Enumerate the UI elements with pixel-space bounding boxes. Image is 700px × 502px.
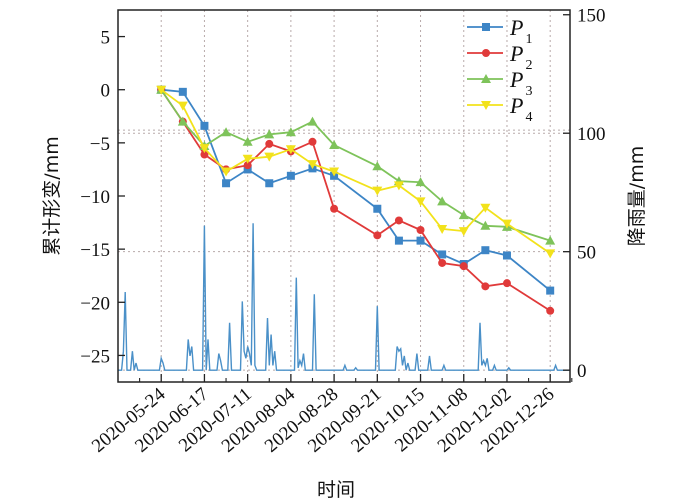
- series-P2: [157, 85, 555, 315]
- marker-square: [178, 87, 187, 96]
- marker-square: [482, 23, 490, 31]
- y-tick-label: −20: [80, 293, 110, 314]
- y-tick-label: −25: [80, 346, 110, 367]
- marker-square: [394, 236, 403, 245]
- marker-circle: [459, 262, 468, 271]
- legend-subscript: 2: [525, 58, 532, 73]
- y-tick-label: −15: [80, 240, 110, 261]
- marker-triangle-up: [481, 74, 491, 83]
- marker-triangle-down: [156, 85, 167, 95]
- y2-tick-label: 150: [577, 6, 606, 27]
- legend: P 1P 2P 3P 4: [467, 15, 532, 125]
- marker-triangle-down: [221, 167, 232, 177]
- marker-triangle-down: [307, 160, 318, 170]
- marker-triangle-down: [480, 203, 491, 213]
- marker-circle: [546, 306, 555, 315]
- marker-circle: [308, 137, 317, 146]
- marker-triangle-down: [458, 227, 469, 237]
- marker-triangle-up: [307, 116, 318, 126]
- marker-triangle-up: [415, 177, 426, 187]
- plot-frame: [117, 9, 571, 383]
- legend-subscript: 1: [525, 32, 532, 47]
- marker-triangle-up: [177, 116, 188, 126]
- marker-square: [481, 246, 490, 255]
- series-P3: [156, 84, 556, 245]
- marker-triangle-down: [372, 186, 383, 196]
- y-tick-label: −5: [90, 134, 110, 155]
- y-tick-label: −10: [80, 187, 110, 208]
- y-tick-label: 5: [101, 28, 111, 49]
- series-P4: [156, 85, 556, 259]
- series-line: [160, 88, 551, 255]
- y-axis-title: 累计形变/mm: [41, 136, 63, 255]
- marker-triangle-up: [221, 127, 232, 137]
- marker-triangle-down: [177, 101, 188, 111]
- y2-tick-label: 100: [577, 124, 606, 145]
- marker-triangle-down: [393, 181, 404, 191]
- marker-square: [243, 165, 252, 174]
- marker-square: [546, 286, 555, 295]
- marker-triangle-up: [329, 139, 340, 149]
- marker-triangle-up: [285, 127, 296, 137]
- marker-circle: [438, 258, 447, 267]
- marker-triangle-up: [545, 235, 556, 245]
- marker-circle: [481, 282, 490, 291]
- marker-triangle-down: [415, 197, 426, 207]
- deformation-series: [156, 84, 556, 315]
- legend-subscript: 4: [525, 110, 532, 125]
- marker-triangle-down: [199, 144, 210, 154]
- marker-triangle-down: [285, 145, 296, 155]
- marker-circle: [394, 216, 403, 225]
- marker-square: [265, 179, 274, 188]
- marker-circle: [416, 226, 425, 235]
- marker-circle: [265, 139, 274, 148]
- marker-square: [373, 204, 382, 213]
- grid-lines: [118, 10, 570, 382]
- marker-square: [502, 251, 511, 260]
- legend-subscript: 3: [525, 84, 532, 99]
- marker-square: [200, 121, 209, 130]
- y2-tick-label: 0: [577, 361, 587, 382]
- y2-tick-label: 50: [577, 243, 596, 264]
- marker-square: [438, 250, 447, 259]
- rainfall-series: [118, 223, 570, 371]
- marker-triangle-down: [437, 224, 448, 234]
- marker-triangle-up: [242, 136, 253, 146]
- marker-circle: [200, 150, 209, 159]
- marker-circle: [482, 49, 490, 57]
- marker-triangle-down: [264, 152, 275, 162]
- marker-circle: [243, 161, 252, 170]
- marker-square: [222, 179, 231, 188]
- marker-triangle-up: [480, 220, 491, 230]
- rainfall-line: [118, 223, 570, 371]
- marker-square: [416, 236, 425, 245]
- y-tick-label: 0: [101, 81, 111, 102]
- series-line: [161, 88, 551, 292]
- y2-axis-title: 降雨量/mm: [626, 146, 648, 246]
- marker-circle: [373, 231, 382, 240]
- marker-triangle-down: [329, 167, 340, 177]
- marker-triangle-up: [264, 129, 275, 139]
- marker-triangle-down: [481, 101, 491, 110]
- marker-triangle-down: [545, 249, 556, 259]
- marker-triangle-down: [501, 219, 512, 229]
- marker-square: [286, 171, 295, 180]
- marker-triangle-down: [242, 154, 253, 164]
- x-axis-title: 时间: [317, 479, 355, 501]
- series-line: [160, 89, 551, 312]
- axis-ticks: 50−5−10−15−20−251501005002020-05-242020-…: [80, 6, 605, 457]
- marker-circle: [502, 279, 511, 288]
- marker-triangle-up: [372, 161, 383, 171]
- marker-triangle-up: [458, 210, 469, 220]
- marker-circle: [330, 204, 339, 213]
- marker-triangle-up: [437, 196, 448, 206]
- series-P1: [157, 85, 555, 295]
